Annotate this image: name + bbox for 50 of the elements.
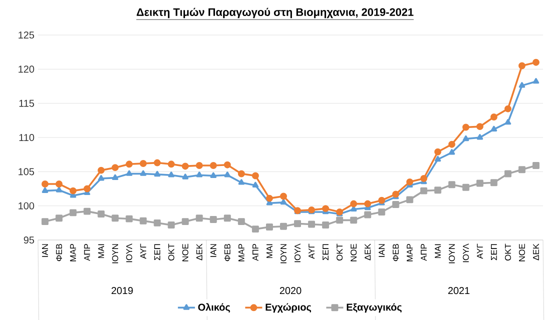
y-tick-label: 115 [19,100,34,107]
y-tick-label: 100 [18,202,34,210]
x-tick-label: ΜΑΡ [70,244,76,262]
x-tick-label: ΑΥΓ [476,244,483,259]
x-tick-label: ΙΑΝ [378,244,385,257]
x-tick-label: ΜΑΙ [266,244,272,258]
x-tick-label: ΑΥΓ [140,244,146,259]
text: 2021 [448,287,470,294]
x-tick-label: ΣΕΠ [322,244,328,260]
x-tick-label: ΑΠΡ [252,244,258,261]
x-tick-label: ΜΑΙ [434,244,441,258]
x-tick-label: ΦΕΒ [224,244,230,262]
y-tick-label: 120 [18,66,34,73]
y-tick-label: 125 [18,31,34,39]
x-tick-label: ΜΑΡ [238,244,244,262]
x-tick-label: ΝΟΕ [182,244,188,262]
x-tick-label: ΝΟΕ [350,244,357,262]
x-tick-label: ΣΕΠ [491,244,497,260]
x-tick-label: ΙΑΝ [210,244,216,257]
x-tick-label: ΑΥΓ [308,244,314,259]
x-tick-label: ΦΕΒ [56,244,62,262]
x-tick-label: ΜΑΡ [406,244,413,262]
x-tick-label: ΙΑΝ [42,244,48,257]
x-tick-label: ΙΟΥΝ [112,244,118,264]
chart-title: Δεικτη Τιμών Παραγωγού στη Βιομηχανια, 2019-2021 [136,8,414,18]
x-tick-label: ΙΟΥΝ [280,244,286,264]
y-tick-label: 110 [19,134,34,142]
x-tick-label: ΑΠΡ [420,244,427,261]
text: 2019 [112,287,133,294]
legend-label: Εγχώριος [266,303,312,313]
x-tick-label: ΟΚΤ [336,244,343,261]
x-tick-label: ΣΕΠ [154,244,160,260]
x-tick-label: ΜΑΙ [98,244,104,258]
x-tick-label: ΙΟΥΛ [126,244,132,262]
x-tick-label: ΝΟΕ [518,244,525,262]
x-tick-label: ΦΕΒ [392,244,399,262]
legend-label: Εξαγωγικός [346,303,402,313]
x-tick-label: ΔΕΚ [196,244,202,260]
x-tick-label: ΟΚΤ [168,244,174,261]
x-tick-label: ΙΟΥΛ [462,244,469,262]
x-tick-label: ΙΟΥΛ [294,244,301,262]
x-tick-label: ΔΕΚ [364,244,371,260]
x-tick-label: ΑΠΡ [84,244,90,261]
x-tick-label: ΟΚΤ [504,244,511,261]
text: 2020 [280,287,302,294]
y-tick-label: 105 [18,168,34,176]
y-tick-label: 95 [24,236,34,244]
x-tick-label: ΙΟΥΝ [448,244,455,264]
x-tick-label: ΔΕΚ [533,244,539,260]
legend-label: Ολικός [198,303,230,313]
